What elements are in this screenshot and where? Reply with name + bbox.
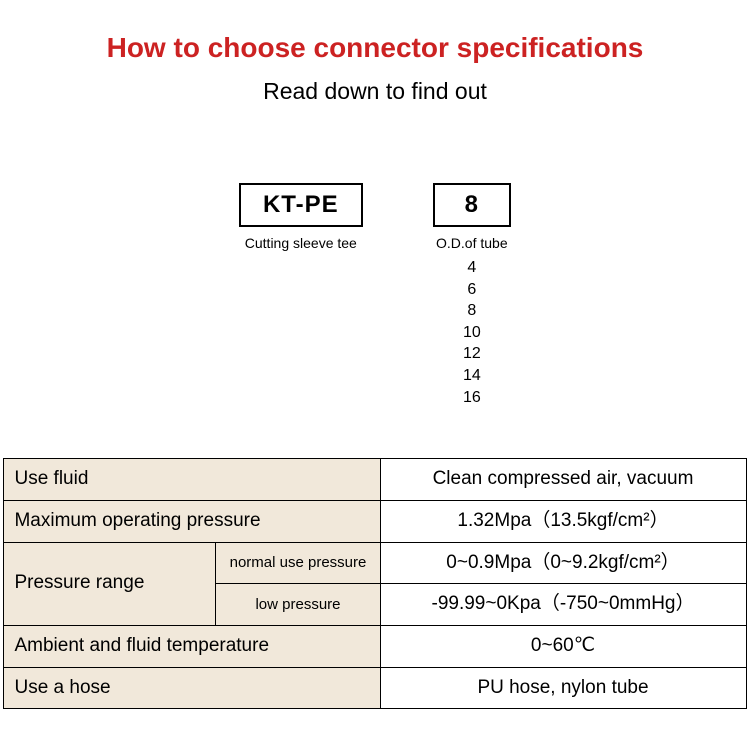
code-box-size: 8 — [433, 183, 511, 227]
cell-value-max-pressure: 1.32Mpa（13.5kgf/cm²） — [380, 500, 746, 542]
tube-size-list: 4 6 8 10 12 14 16 — [463, 257, 481, 408]
tube-size: 6 — [463, 279, 481, 301]
table-row: Use a hose PU hose, nylon tube — [4, 667, 746, 709]
page-subtitle: Read down to find out — [0, 78, 750, 105]
tube-size: 4 — [463, 257, 481, 279]
cell-label-use-fluid: Use fluid — [4, 459, 380, 501]
page-title: How to choose connector specifications — [0, 0, 750, 64]
tube-size: 10 — [463, 322, 481, 344]
cell-value-normal: 0~0.9Mpa（0~9.2kgf/cm²） — [380, 542, 746, 584]
cell-sublabel-normal: normal use pressure — [216, 542, 380, 584]
tube-size: 12 — [463, 343, 481, 365]
tube-size: 8 — [463, 300, 481, 322]
code-label-size: O.D.of tube — [436, 235, 508, 251]
table-row: Ambient and fluid temperature 0~60℃ — [4, 625, 746, 667]
cell-label-temperature: Ambient and fluid temperature — [4, 625, 380, 667]
tube-size: 14 — [463, 365, 481, 387]
cell-label-hose: Use a hose — [4, 667, 380, 709]
cell-value-use-fluid: Clean compressed air, vacuum — [380, 459, 746, 501]
table-row: Maximum operating pressure 1.32Mpa（13.5k… — [4, 500, 746, 542]
table-row: Use fluid Clean compressed air, vacuum — [4, 459, 746, 501]
cell-value-low: -99.99~0Kpa（-750~0mmHg） — [380, 584, 746, 626]
cell-value-temperature: 0~60℃ — [380, 625, 746, 667]
code-col-model: KT-PE Cutting sleeve tee — [239, 183, 363, 408]
tube-size: 16 — [463, 387, 481, 409]
cell-sublabel-low: low pressure — [216, 584, 380, 626]
table-row: Pressure range normal use pressure 0~0.9… — [4, 542, 746, 584]
cell-value-hose: PU hose, nylon tube — [380, 667, 746, 709]
cell-label-max-pressure: Maximum operating pressure — [4, 500, 380, 542]
code-label-model: Cutting sleeve tee — [245, 235, 357, 251]
cell-label-pressure-range: Pressure range — [4, 542, 216, 625]
code-boxes-row: KT-PE Cutting sleeve tee 8 O.D.of tube 4… — [0, 183, 750, 408]
code-col-size: 8 O.D.of tube 4 6 8 10 12 14 16 — [433, 183, 511, 408]
code-box-model: KT-PE — [239, 183, 363, 227]
spec-table: Use fluid Clean compressed air, vacuum M… — [3, 458, 746, 709]
